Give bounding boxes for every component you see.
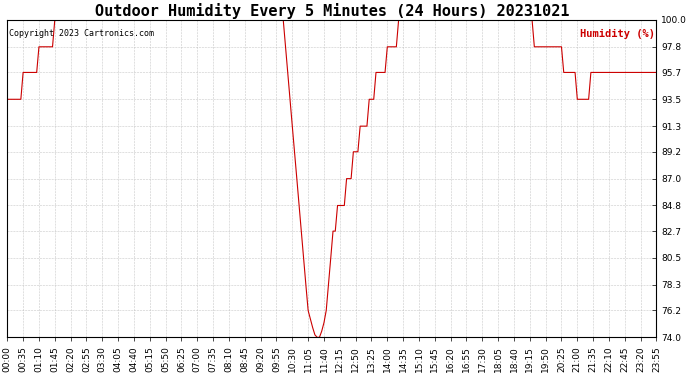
Text: Copyright 2023 Cartronics.com: Copyright 2023 Cartronics.com: [8, 30, 154, 39]
Text: Humidity (%): Humidity (%): [580, 30, 656, 39]
Title: Outdoor Humidity Every 5 Minutes (24 Hours) 20231021: Outdoor Humidity Every 5 Minutes (24 Hou…: [95, 3, 569, 19]
